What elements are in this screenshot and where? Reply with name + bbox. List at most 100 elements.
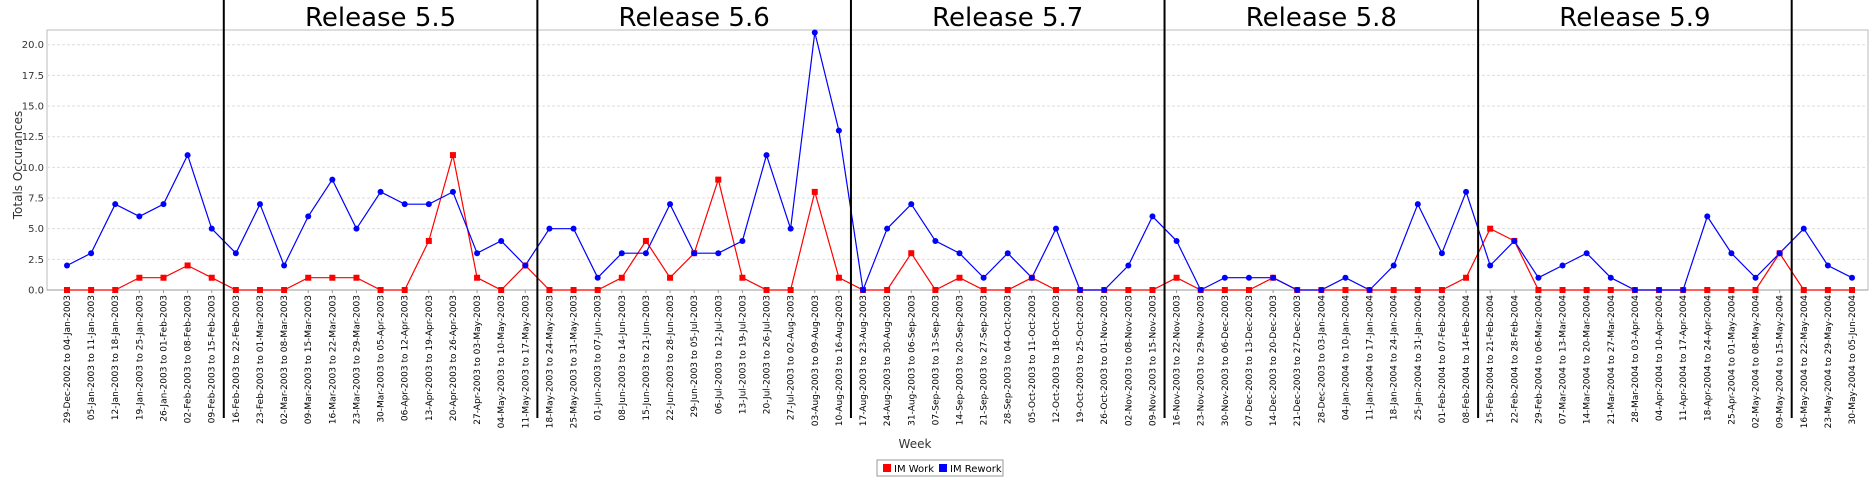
x-tick-label: 09-Nov-2003 to 15-Nov-2003 — [1148, 295, 1158, 426]
x-tick-label: 22-Feb-2004 to 28-Feb-2004 — [1510, 295, 1520, 424]
x-tick-label: 30-May-2004 to 05-Jun-2004 — [1848, 295, 1858, 425]
x-tick-label: 07-Mar-2004 to 13-Mar-2004 — [1559, 295, 1569, 425]
data-point-im-rework — [860, 287, 867, 293]
data-point-im-work — [1342, 287, 1349, 293]
x-tick-label: 08-Feb-2004 to 14-Feb-2004 — [1462, 295, 1472, 424]
x-tick-label: 18-May-2003 to 24-May-2003 — [545, 295, 555, 428]
x-tick-label: 23-May-2004 to 29-May-2004 — [1824, 295, 1834, 429]
data-point-im-rework — [208, 225, 215, 232]
data-point-im-rework — [401, 201, 408, 208]
x-tick-labels: 29-Dec-2002 to 04-Jan-2003 05-Jan-2003 to… — [63, 290, 1858, 428]
data-point-im-rework — [787, 225, 794, 232]
x-tick-label: 15-Jun-2003 to 21-Jun-2003 — [642, 295, 652, 421]
y-tick-label: 17.5 — [22, 71, 44, 82]
data-point-im-rework — [425, 201, 432, 208]
data-point-im-rework — [980, 274, 987, 281]
legend-label-im-rework: IM Rework — [950, 464, 1002, 475]
y-tick-label: 10.0 — [22, 163, 44, 174]
x-tick-label: 02-Feb-2003 to 08-Feb-2003 — [184, 295, 194, 423]
data-point-im-rework — [546, 225, 553, 232]
x-tick-label: 14-Dec-2003 to 20-Dec-2003 — [1269, 295, 1279, 426]
x-tick-label: 16-May-2004 to 22-May-2004 — [1800, 295, 1810, 429]
data-point-im-rework — [1342, 274, 1349, 281]
data-point-im-work — [1607, 287, 1614, 293]
data-point-im-work — [1149, 287, 1156, 293]
release-dividers — [222, 0, 1793, 418]
data-point-im-work — [401, 287, 408, 293]
data-point-im-rework — [1004, 250, 1011, 257]
x-tick-label: 18-Jan-2004 to 24-Jan-2004 — [1390, 295, 1400, 420]
data-point-im-work — [1173, 274, 1180, 281]
x-tick-label: 26-Jan-2003 to 01-Feb-2003 — [159, 295, 169, 422]
legend-swatch-im-rework — [939, 464, 947, 472]
x-tick-label: 24-Aug-2003 to 30-Aug-2003 — [883, 295, 893, 426]
data-point-im-work — [594, 287, 601, 293]
x-tick-label: 23-Feb-2003 to 01-Mar-2003 — [256, 295, 266, 424]
x-tick-label: 28-Mar-2004 to 03-Apr-2004 — [1631, 295, 1641, 423]
data-point-im-rework — [184, 152, 191, 159]
data-point-im-rework — [1800, 225, 1807, 232]
release-label: Release 5.8 — [1246, 3, 1397, 33]
x-tick-label: 02-Nov-2003 to 08-Nov-2003 — [1124, 295, 1134, 426]
data-point-im-work — [1704, 287, 1711, 293]
data-point-im-rework — [1849, 274, 1855, 281]
series-markers — [64, 29, 1855, 293]
data-point-im-rework — [1245, 274, 1252, 281]
data-point-im-rework — [64, 262, 70, 269]
x-tick-label: 19-Oct-2003 to 25-Oct-2003 — [1076, 295, 1086, 423]
y-tick-label: 0.0 — [28, 286, 44, 297]
data-point-im-rework — [570, 225, 577, 232]
data-point-im-work — [884, 287, 891, 293]
data-point-im-rework — [329, 176, 336, 183]
data-point-im-work — [474, 274, 481, 281]
data-point-im-work — [1052, 287, 1059, 293]
data-point-im-rework — [1318, 287, 1325, 293]
x-tick-label: 02-Mar-2003 to 08-Mar-2003 — [280, 295, 290, 424]
data-point-im-work — [498, 287, 505, 293]
data-point-im-work — [1559, 287, 1566, 293]
data-point-im-rework — [1607, 274, 1614, 281]
x-tick-label: 25-May-2003 to 31-May-2003 — [570, 295, 580, 428]
x-tick-label: 21-Dec-2003 to 27-Dec-2003 — [1293, 295, 1303, 426]
data-point-im-work — [570, 287, 577, 293]
data-point-im-work — [305, 274, 312, 281]
data-point-im-rework — [136, 213, 143, 220]
y-tick-labels: 0.0 2.5 5.0 7.5 10.0 12.5 15.0 17.5 20.0 — [22, 40, 44, 296]
x-tick-label: 16-Mar-2003 to 22-Mar-2003 — [328, 295, 338, 424]
x-tick-label: 13-Apr-2003 to 19-Apr-2003 — [425, 295, 435, 421]
x-tick-label: 01-Feb-2004 to 07-Feb-2004 — [1438, 295, 1448, 424]
data-point-im-work — [811, 188, 818, 195]
x-tick-label: 11-Apr-2004 to 17-Apr-2004 — [1679, 295, 1689, 421]
data-point-im-rework — [1052, 225, 1059, 232]
data-point-im-rework — [1680, 287, 1687, 293]
data-point-im-work — [715, 176, 722, 183]
release-labels: Release 5.5 Release 5.6 Release 5.7 Release… — [305, 3, 1711, 33]
x-tick-label: 29-Jun-2003 to 05-Jul-2003 — [690, 295, 700, 417]
x-tick-label: 19-Jan-2003 to 25-Jan-2003 — [135, 295, 145, 420]
x-tick-label: 11-Jan-2004 to 17-Jan-2004 — [1366, 295, 1376, 420]
data-point-im-work — [932, 287, 939, 293]
data-point-im-rework — [474, 250, 481, 257]
x-tick-label: 11-May-2003 to 17-May-2003 — [521, 295, 531, 428]
legend-label-im-work: IM Work — [894, 464, 934, 475]
data-point-im-rework — [1028, 274, 1035, 281]
data-point-im-work — [1438, 287, 1445, 293]
data-point-im-work — [908, 250, 915, 257]
x-tick-label: 04-Apr-2004 to 10-Apr-2004 — [1655, 295, 1665, 421]
x-tick-label: 07-Dec-2003 to 13-Dec-2003 — [1245, 295, 1255, 426]
data-point-im-rework — [1559, 262, 1566, 269]
data-point-im-work — [787, 287, 794, 293]
data-point-im-work — [425, 237, 432, 244]
data-point-im-rework — [1511, 237, 1518, 244]
data-point-im-work — [353, 274, 360, 281]
y-tick-label: 5.0 — [28, 224, 44, 235]
x-tick-label: 04-May-2003 to 10-May-2003 — [497, 295, 507, 428]
x-tick-label: 05-Oct-2003 to 11-Oct-2003 — [1028, 295, 1038, 423]
data-point-im-work — [1728, 287, 1735, 293]
x-tick-label: 10-Aug-2003 to 16-Aug-2003 — [835, 295, 845, 426]
data-point-im-work — [956, 274, 963, 281]
data-point-im-rework — [1824, 262, 1831, 269]
x-tick-label: 15-Feb-2004 to 21-Feb-2004 — [1486, 295, 1496, 424]
data-point-im-work — [1752, 287, 1759, 293]
